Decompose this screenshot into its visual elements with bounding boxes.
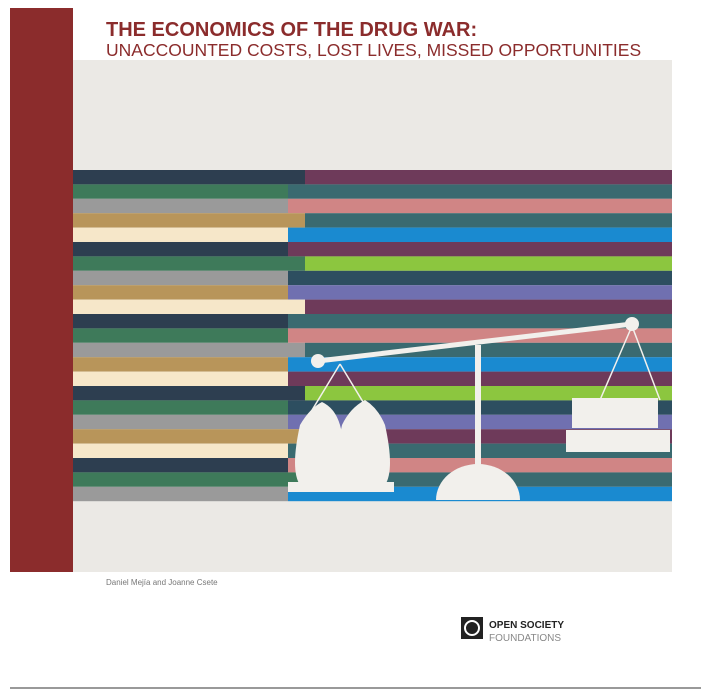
stripe <box>288 285 672 300</box>
stripe <box>73 357 288 372</box>
stripe <box>73 443 288 458</box>
money-bag <box>337 400 390 485</box>
stripe <box>73 486 288 502</box>
stripe <box>73 299 305 314</box>
scale-end <box>311 354 325 368</box>
stripe <box>73 429 305 444</box>
scale-strings <box>299 325 661 431</box>
stripe <box>305 386 672 401</box>
stripes <box>73 170 672 502</box>
stripe <box>73 213 305 228</box>
logo-swirl <box>464 620 480 636</box>
stripe <box>73 328 288 343</box>
stripe <box>305 299 672 314</box>
stripe <box>305 170 672 185</box>
stripe <box>288 227 672 242</box>
logo: OPEN SOCIETY FOUNDATIONS <box>461 617 564 644</box>
stripe <box>305 256 672 271</box>
stripe <box>305 213 672 228</box>
stripe <box>73 256 305 271</box>
stripe <box>73 314 288 329</box>
scale-pan <box>288 482 394 492</box>
money-bag <box>295 402 346 485</box>
subtitle-line: UNACCOUNTED COSTS, LOST LIVES, MISSED OP… <box>106 40 641 60</box>
stripe <box>73 458 288 473</box>
stripe <box>288 184 672 199</box>
scale <box>288 317 670 500</box>
stripe <box>73 242 288 257</box>
stripe <box>288 270 672 286</box>
stripe <box>73 371 288 386</box>
logo-text: FOUNDATIONS <box>489 633 561 644</box>
stripe <box>73 270 288 286</box>
logo-text: OPEN SOCIETY <box>489 620 564 631</box>
stripe <box>73 400 288 415</box>
stripe <box>73 170 305 185</box>
title-line: THE ECONOMICS OF THE DRUG WAR: <box>106 19 477 41</box>
scale-end <box>625 317 639 331</box>
stripe <box>73 414 288 430</box>
stripe <box>73 227 288 242</box>
stripe <box>73 184 288 199</box>
scale-beam <box>317 321 633 364</box>
authors: Daniel Mejía and Joanne Csete <box>106 578 218 587</box>
cash-stack <box>572 398 658 428</box>
stripe <box>73 285 288 300</box>
stripe <box>73 342 305 358</box>
stripe <box>288 198 672 214</box>
stripe <box>73 198 288 214</box>
scale-pan <box>566 430 670 452</box>
stripe <box>73 386 305 401</box>
spine-bar <box>10 8 73 572</box>
stripe <box>288 242 672 257</box>
stripe <box>288 314 672 329</box>
scale-base <box>436 464 520 500</box>
stripe <box>73 472 305 487</box>
